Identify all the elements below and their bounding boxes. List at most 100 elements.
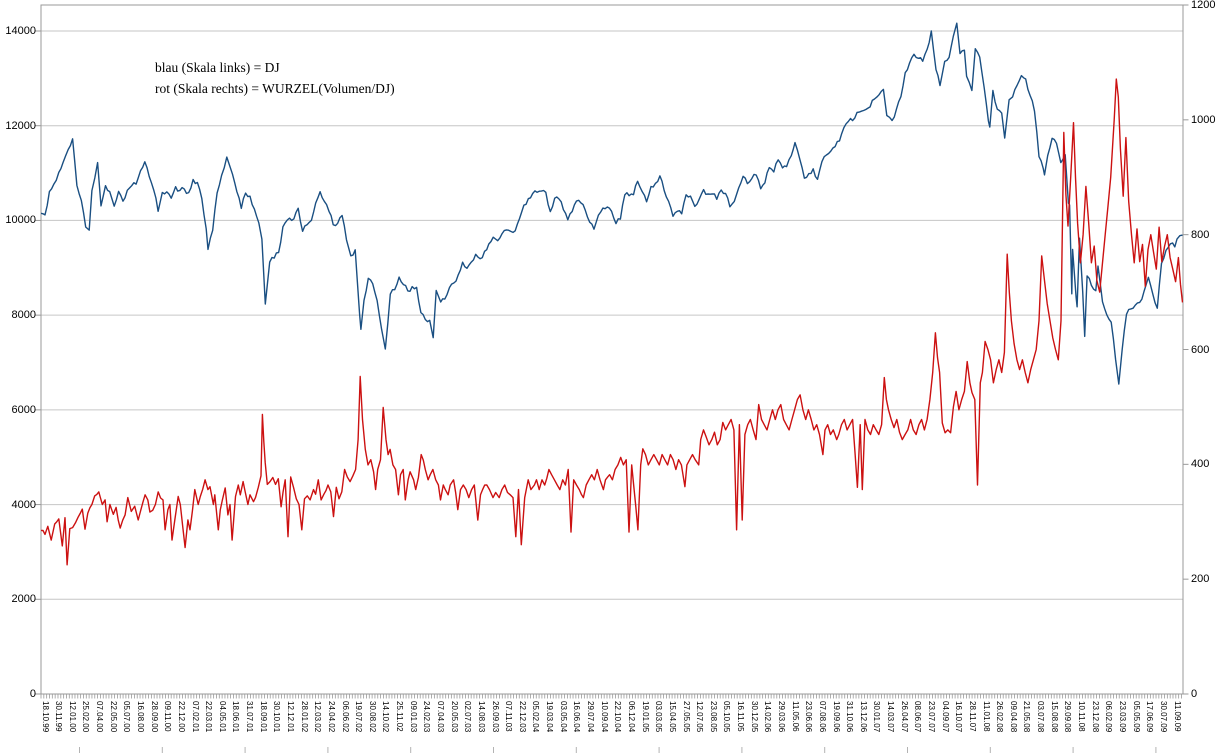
x-axis-tick-label: 16.11.05	[736, 701, 746, 732]
right-axis-tick-label: 1000	[1191, 113, 1216, 126]
x-axis-tick-label: 12.03.02	[313, 701, 323, 733]
x-axis-tick-label: 21.05.08	[1022, 701, 1032, 733]
x-axis-tick-label: 18.06.01	[231, 701, 241, 733]
left-axis-tick-label: 14000	[5, 24, 36, 37]
x-axis-tick-label: 03.07.08	[1036, 701, 1046, 733]
x-axis-tick-label: 14.10.02	[381, 701, 391, 733]
x-axis-tick-label: 19.03.04	[545, 701, 555, 733]
x-axis-tick-label: 19.07.02	[354, 701, 364, 733]
x-axis-tick-label: 07.04.03	[436, 701, 446, 733]
x-axis-tick-label: 07.02.01	[190, 701, 200, 733]
x-axis-tick-label: 02.07.03	[463, 701, 473, 733]
x-axis-tick-label: 15.04.05	[667, 701, 677, 733]
x-axis-tick-label: 06.02.09	[1104, 701, 1114, 733]
left-axis-tick-label: 4000	[11, 498, 36, 511]
x-axis-tick-label: 31.07.01	[245, 701, 255, 733]
x-axis-tick-label: 14.02.06	[763, 701, 773, 733]
right-axis-tick-label: 800	[1191, 228, 1210, 241]
x-axis-tick-label: 12.01.00	[67, 701, 77, 733]
right-axis-tick-label: 0	[1191, 688, 1198, 700]
x-axis-tick-label: 05.10.05	[722, 701, 732, 733]
x-axis-tick-label: 12.12.01	[285, 701, 295, 733]
x-axis-tick-label: 12.07.05	[695, 701, 705, 733]
x-axis-tick-label: 16.10.07	[954, 701, 964, 733]
x-axis-tick-label: 23.06.06	[804, 701, 814, 733]
x-axis-tick-label: 04.05.01	[217, 701, 227, 733]
x-axis-tick-label: 06.12.04	[626, 701, 636, 733]
x-axis-tick-label: 22.12.03	[517, 701, 527, 733]
x-axis-tick-label: 19.01.05	[640, 701, 650, 733]
x-axis-tick-label: 11.09.09	[1172, 701, 1182, 732]
x-axis-tick-label: 28.11.07	[967, 701, 977, 732]
right-axis-tick-label: 400	[1191, 458, 1210, 471]
x-axis-tick-label: 22.10.04	[613, 701, 623, 733]
x-axis-tick-label: 07.11.03	[504, 701, 514, 732]
x-axis-tick-label: 17.06.09	[1145, 701, 1155, 733]
left-axis-tick-label: 0	[29, 688, 36, 700]
right-axis-tick-label: 200	[1191, 573, 1210, 586]
x-axis-tick-label: 30.07.09	[1158, 701, 1168, 733]
x-axis-tick-label: 23.07.07	[927, 701, 936, 733]
x-axis-tick-label: 29.07.04	[586, 701, 596, 733]
x-axis-tick-label: 15.08.08	[1049, 701, 1059, 733]
x-axis-tick-label: 22.03.01	[204, 701, 214, 733]
x-axis-tick-label: 11.05.06	[790, 701, 800, 732]
x-axis-tick-label: 09.01.03	[408, 701, 418, 733]
x-axis-tick-label: 29.03.06	[776, 701, 786, 733]
x-axis-tick-label: 16.06.04	[572, 701, 582, 733]
dj-series-line	[41, 22, 1183, 385]
x-axis-tick-label: 30.11.99	[54, 701, 64, 732]
wurzel-series-line	[41, 78, 1183, 566]
x-axis-tick-label: 25.02.00	[81, 701, 91, 733]
x-axis-tick-label: 30.12.05	[749, 701, 759, 733]
x-axis-tick-label: 09.04.08	[1008, 701, 1018, 733]
x-axis-tick-label: 08.06.07	[913, 701, 923, 733]
right-axis-tick-label: 1200	[1191, 0, 1216, 11]
x-axis-tick-label: 26.02.08	[995, 701, 1005, 733]
x-axis-tick-label: 06.06.02	[340, 701, 350, 733]
x-axis-tick-label: 14.03.07	[886, 701, 896, 733]
x-axis-tick-label: 05.02.04	[531, 701, 541, 733]
x-axis-tick-label: 30.01.07	[872, 701, 882, 733]
left-axis-tick-label: 12000	[5, 119, 36, 132]
x-axis-tick-label: 14.08.03	[476, 701, 486, 733]
x-axis-tick-label: 10.11.08	[1077, 701, 1087, 732]
x-axis-tick-label: 11.01.08	[981, 701, 991, 732]
left-axis-tick-label: 6000	[11, 403, 36, 416]
x-axis-tick-label: 07.08.06	[817, 701, 827, 733]
legend-line-wurzel: rot (Skala rechts) = WURZEL(Volumen/DJ)	[155, 81, 395, 96]
x-axis-tick-label: 31.10.06	[845, 701, 855, 733]
x-axis-tick-label: 05.07.00	[122, 701, 132, 733]
x-axis-tick-label: 25.11.02	[395, 701, 405, 732]
x-axis-tick-label: 28.09.00	[149, 701, 159, 733]
x-axis-tick-label: 23.03.09	[1117, 701, 1127, 733]
x-axis-tick-label: 09.11.00	[163, 701, 173, 732]
x-axis-tick-label: 18.10.99	[40, 701, 50, 733]
x-axis-tick-label: 26.09.03	[490, 701, 500, 733]
legend-line-dj: blau (Skala links) = DJ	[155, 60, 280, 75]
x-axis-tick-label: 04.09.07	[940, 701, 950, 733]
x-axis-tick-label: 22.12.00	[176, 701, 186, 733]
x-axis-tick-label: 19.09.06	[831, 701, 841, 733]
left-axis-tick-label: 10000	[5, 214, 36, 227]
right-axis-tick-label: 600	[1191, 343, 1210, 356]
x-axis-tick-label: 23.12.08	[1090, 701, 1100, 733]
x-axis-tick-label: 30.10.01	[272, 701, 282, 733]
x-axis-tick-label: 27.05.05	[681, 701, 691, 733]
x-axis-tick-label: 24.04.02	[326, 701, 336, 733]
x-axis-tick-label: 13.12.06	[858, 701, 868, 733]
legend-text: blau (Skala links) = DJ rot (Skala recht…	[155, 57, 395, 99]
x-axis-tick-label: 10.09.04	[599, 701, 609, 733]
plot-frame	[40, 4, 1184, 695]
x-axis-tick-label: 22.05.00	[108, 701, 118, 733]
x-axis-tick-label: 16.08.00	[135, 701, 145, 733]
x-axis-tick-label: 03.05.04	[558, 701, 568, 733]
x-axis-tick-label: 29.09.08	[1063, 701, 1073, 733]
x-axis-tick-label: 23.08.05	[708, 701, 718, 733]
x-axis-tick-label: 05.05.09	[1131, 701, 1141, 733]
x-axis-tick-label: 24.02.03	[422, 701, 432, 733]
x-axis-tick-label: 03.03.05	[654, 701, 664, 733]
left-axis-tick-label: 8000	[11, 309, 36, 322]
